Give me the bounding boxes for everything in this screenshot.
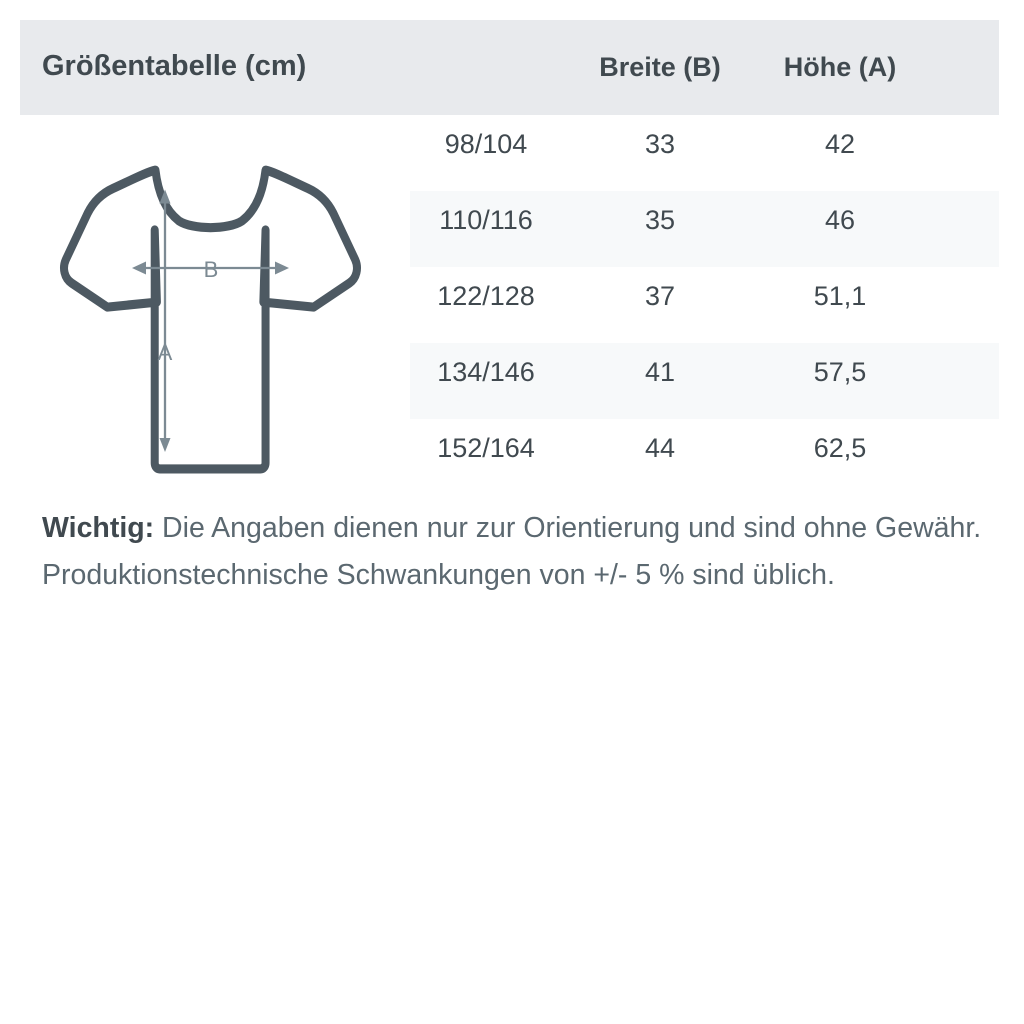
- svg-text:A: A: [158, 340, 173, 365]
- svg-text:B: B: [204, 257, 219, 282]
